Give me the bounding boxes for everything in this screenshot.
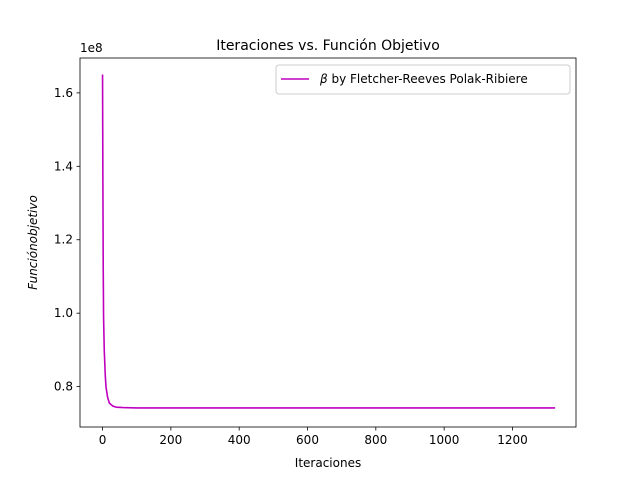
y-tick-label: 1.6 xyxy=(54,86,73,100)
y-tick-label: 1.2 xyxy=(54,233,73,247)
y-axis-label: Funciónobjetivo xyxy=(26,195,40,290)
legend-entry-text: by Fletcher-Reeves Polak-Ribiere xyxy=(328,72,528,86)
x-tick-label: 1000 xyxy=(429,433,460,447)
x-axis-label: Iteraciones xyxy=(295,456,361,470)
x-tick-label: 1200 xyxy=(497,433,528,447)
y-axis-offset-label: 1e8 xyxy=(80,41,103,55)
plot-area xyxy=(80,58,576,427)
legend-beta-symbol: β xyxy=(319,72,328,86)
x-tick-label: 400 xyxy=(228,433,251,447)
y-tick-label: 1.4 xyxy=(54,159,73,173)
x-tick-label: 200 xyxy=(159,433,182,447)
legend-box xyxy=(275,64,571,95)
legend-entry-label: β by Fletcher-Reeves Polak-Ribiere xyxy=(319,72,528,86)
series-layer xyxy=(101,74,556,409)
series-line-0 xyxy=(101,74,556,409)
ticks-layer: 0 200 400 600 800 1000 1200 0.8 1.0 1.2 1.4 1.6 xyxy=(54,86,528,447)
chart-title: Iteraciones vs. Función Objetivo xyxy=(216,38,440,54)
plot-frame xyxy=(79,57,577,428)
x-tick-label: 800 xyxy=(364,433,387,447)
legend: β by Fletcher-Reeves Polak-Ribiere xyxy=(275,64,571,95)
x-tick-label: 600 xyxy=(296,433,319,447)
y-tick-label: 0.8 xyxy=(54,380,73,394)
y-tick-label: 1.0 xyxy=(54,306,73,320)
x-tick-label: 0 xyxy=(99,433,107,447)
